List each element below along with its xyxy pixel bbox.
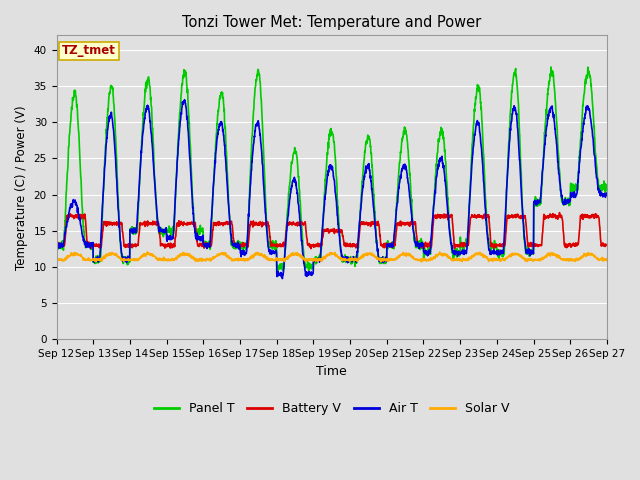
Battery V [206, 241, 214, 247]
Y-axis label: Temperature (C) / Power (V): Temperature (C) / Power (V) [15, 105, 28, 270]
Battery V [555, 214, 563, 219]
Battery V [492, 244, 500, 250]
Battery V [570, 242, 578, 248]
Line: Battery V: Battery V [56, 213, 607, 249]
Panel T [52, 239, 60, 244]
Solar V [207, 256, 214, 262]
Air T [555, 171, 563, 177]
Text: TZ_tmet: TZ_tmet [62, 45, 116, 58]
Air T [603, 190, 611, 196]
Solar V [348, 255, 356, 261]
Solar V [360, 252, 368, 257]
Air T [278, 276, 286, 281]
Battery V [360, 221, 367, 227]
Panel T [206, 246, 214, 252]
Air T [492, 249, 500, 254]
Solar V [52, 256, 60, 262]
Panel T [570, 184, 578, 190]
Panel T [603, 187, 611, 192]
Line: Panel T: Panel T [56, 67, 607, 271]
Solar V [603, 257, 611, 263]
Solar V [492, 256, 500, 262]
Solar V [144, 249, 152, 255]
Air T [180, 97, 188, 103]
X-axis label: Time: Time [316, 365, 347, 378]
Air T [570, 192, 578, 198]
Battery V [556, 210, 563, 216]
Battery V [348, 241, 356, 247]
Air T [52, 241, 60, 247]
Air T [348, 259, 356, 265]
Solar V [302, 259, 310, 265]
Battery V [307, 246, 315, 252]
Panel T [348, 258, 356, 264]
Legend: Panel T, Battery V, Air T, Solar V: Panel T, Battery V, Air T, Solar V [149, 397, 515, 420]
Line: Air T: Air T [56, 100, 607, 278]
Solar V [555, 253, 563, 259]
Panel T [547, 64, 555, 70]
Air T [207, 236, 214, 242]
Solar V [570, 257, 578, 263]
Battery V [603, 242, 611, 248]
Panel T [274, 268, 282, 274]
Panel T [555, 155, 563, 161]
Air T [360, 177, 368, 182]
Title: Tonzi Tower Met: Temperature and Power: Tonzi Tower Met: Temperature and Power [182, 15, 481, 30]
Line: Solar V: Solar V [56, 252, 607, 262]
Battery V [52, 243, 60, 249]
Panel T [492, 243, 500, 249]
Panel T [360, 160, 367, 166]
